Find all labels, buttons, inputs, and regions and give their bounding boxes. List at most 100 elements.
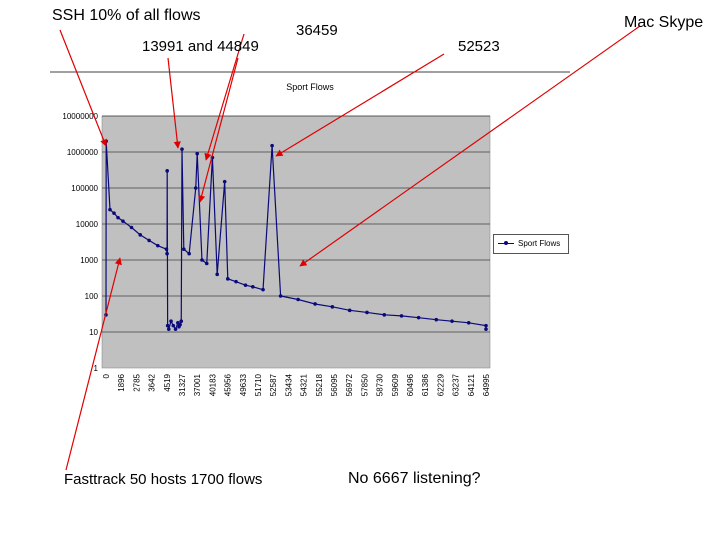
- data-point: [270, 143, 274, 148]
- data-point: [180, 147, 184, 151]
- legend: Sport Flows: [493, 234, 569, 254]
- data-point: [313, 302, 317, 306]
- data-point: [466, 321, 471, 325]
- y-tick-label: 100: [85, 292, 99, 301]
- data-point: [215, 272, 219, 277]
- data-point: [165, 169, 169, 173]
- x-tick-label: 3642: [148, 373, 157, 391]
- series-line: [105, 141, 487, 332]
- x-axis: 0 1896 2785 3642 4519 31327 37001 40183 45956 496…: [102, 373, 491, 396]
- data-point: [278, 294, 283, 298]
- data-point: [164, 247, 169, 251]
- x-tick-label: 2785: [132, 373, 141, 391]
- annotation-52523: 52523: [458, 38, 500, 55]
- data-point: [365, 310, 369, 315]
- annotation-13991-44849: 13991 and 44849: [142, 38, 259, 55]
- annotation-fasttrack: Fasttrack 50 hosts 1700 flows: [64, 471, 263, 488]
- x-tick-label: 58730: [376, 373, 385, 396]
- data-point: [147, 238, 151, 243]
- data-point: [296, 297, 300, 302]
- data-point: [204, 261, 209, 266]
- y-tick-label: 1000000: [67, 148, 99, 157]
- x-tick-label: 40183: [208, 373, 217, 396]
- x-tick-label: 37001: [193, 373, 202, 396]
- data-point: [138, 233, 143, 237]
- y-tick-label: 1: [94, 364, 99, 373]
- x-tick-label: 64121: [467, 373, 476, 396]
- data-point: [200, 258, 204, 262]
- data-point: [178, 322, 182, 327]
- y-tick-label: 10000000: [62, 112, 98, 121]
- x-tick-label: 60496: [406, 373, 415, 396]
- arrow-52523: [275, 53, 445, 157]
- data-point: [251, 285, 255, 289]
- data-point: [165, 323, 170, 328]
- arrow-ssh: [59, 29, 107, 147]
- y-tick-label: 10: [89, 328, 98, 337]
- x-tick-label: 0: [102, 373, 111, 378]
- data-point: [121, 219, 125, 223]
- data-point: [129, 225, 134, 230]
- x-tick-label: 52587: [269, 373, 278, 396]
- annotation-no-6667: No 6667 listening?: [348, 470, 481, 487]
- arrow-fasttrack: [65, 257, 122, 471]
- x-tick-label: 53434: [284, 373, 293, 396]
- x-tick-label: 54321: [300, 373, 309, 396]
- x-tick-label: 51710: [254, 373, 263, 396]
- x-tick-label: 62229: [436, 373, 445, 396]
- legend-marker-icon: [504, 241, 508, 245]
- plot-area: [101, 115, 491, 369]
- annotation-arrows: [59, 25, 641, 471]
- x-tick-label: 63237: [452, 373, 461, 396]
- data-point: [112, 211, 116, 215]
- data-point: [243, 283, 248, 287]
- x-tick-label: 55218: [315, 373, 324, 396]
- y-tick-label: 1000: [80, 256, 98, 265]
- x-tick-label: 56972: [345, 373, 354, 396]
- data-point: [347, 308, 352, 313]
- data-point: [165, 251, 169, 256]
- data-point: [484, 323, 488, 328]
- data-point: [434, 317, 439, 322]
- data-point: [179, 319, 184, 323]
- annotation-ssh: SSH 10% of all flows: [52, 7, 201, 24]
- data-point: [416, 315, 421, 320]
- x-tick-label: 45956: [224, 373, 233, 396]
- legend-label: Sport Flows: [518, 239, 561, 248]
- series-sport-flows: [104, 139, 488, 332]
- data-point: [450, 319, 454, 323]
- data-point: [225, 277, 230, 281]
- data-point: [169, 319, 173, 323]
- x-tick-label: 31327: [178, 373, 187, 396]
- y-tick-label: 100000: [71, 184, 98, 193]
- data-point: [399, 314, 404, 318]
- data-point: [116, 215, 120, 220]
- data-point: [193, 186, 198, 190]
- annotation-36459: 36459: [296, 22, 338, 39]
- y-axis: 1 10 100 1000 10000 100000 1000000 10000000: [62, 112, 98, 373]
- data-point: [484, 327, 488, 331]
- data-point: [195, 151, 199, 156]
- data-point: [156, 243, 160, 248]
- chart-title: Sport Flows: [286, 82, 334, 92]
- x-tick-label: 64995: [482, 373, 491, 396]
- data-point: [234, 279, 238, 284]
- arrow-44849: [198, 57, 239, 203]
- data-point: [166, 327, 171, 331]
- arrow-36459: [204, 33, 245, 161]
- arrow-13991: [167, 57, 181, 149]
- data-point: [182, 247, 186, 251]
- x-tick-label: 56095: [330, 373, 339, 396]
- data-point: [173, 327, 178, 331]
- data-point: [382, 313, 387, 317]
- y-tick-label: 10000: [76, 220, 99, 229]
- annotation-mac-skype: Mac Skype: [624, 14, 704, 31]
- data-point: [222, 179, 227, 184]
- x-tick-label: 1896: [117, 373, 126, 391]
- data-point: [261, 287, 265, 292]
- arrow-mac-skype: [299, 25, 641, 267]
- x-tick-label: 59609: [391, 373, 400, 396]
- data-point: [330, 305, 335, 309]
- x-tick-label: 49633: [239, 373, 248, 396]
